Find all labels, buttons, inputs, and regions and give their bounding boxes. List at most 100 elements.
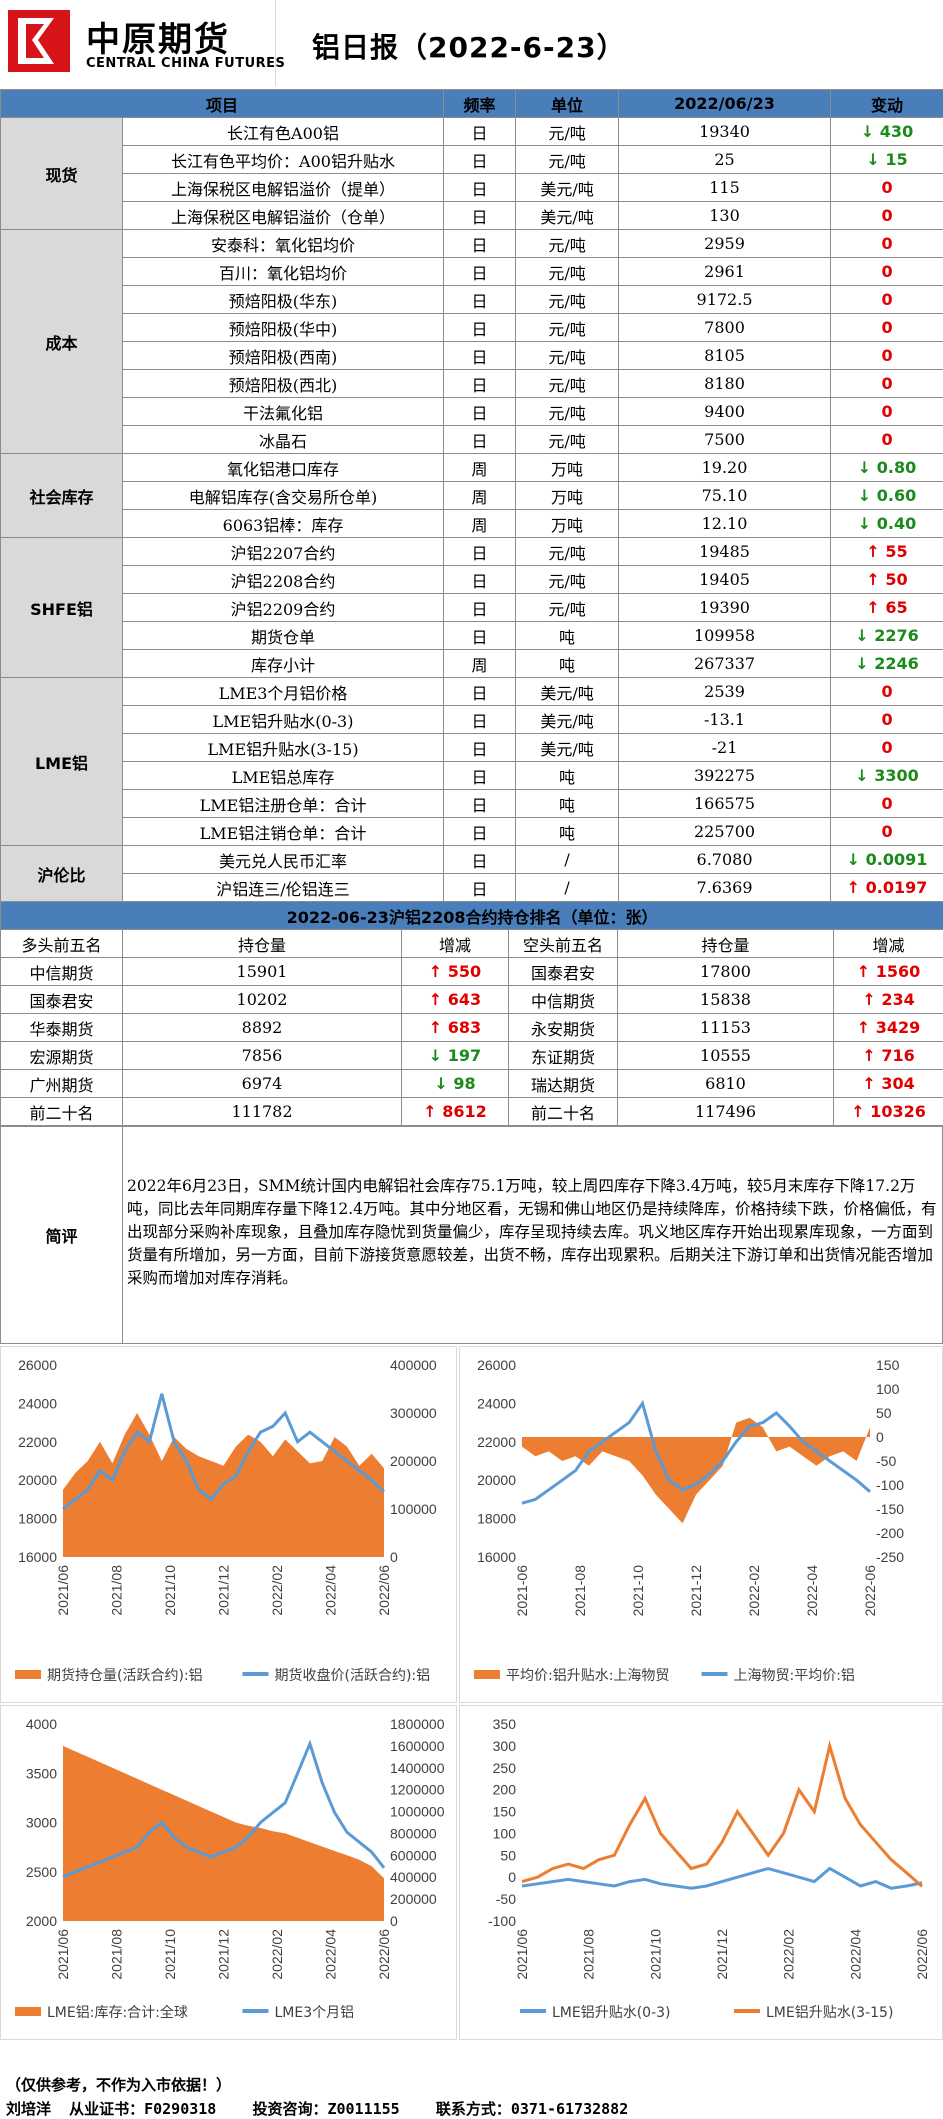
cell-freq: 日: [443, 677, 517, 706]
cell-value: 7500: [618, 425, 832, 454]
table-row: LME铝注册仓单：合计日吨 166575 0: [1, 789, 943, 818]
cell-value: 12.10: [618, 509, 832, 538]
license-number: 从业证书：F0290318: [69, 2100, 217, 2118]
position-row: 中信期货 15901 ↑ 550 国泰君安 17800 ↑ 1560: [0, 957, 943, 986]
cell-change: 0: [830, 201, 943, 230]
cell-change: 0: [830, 397, 943, 426]
change-value: 430: [879, 122, 914, 141]
arrow-down-icon: ↓: [855, 766, 875, 785]
y-tick-label: 200: [493, 1782, 517, 1798]
cell-item: 沪铝连三/伦铝连三: [121, 873, 445, 902]
y-tick-label: 16000: [18, 1549, 57, 1565]
cell-item: LME铝总库存: [121, 761, 445, 790]
cell-freq: 周: [443, 481, 517, 510]
cell-unit: 吨: [515, 817, 620, 846]
cell-item: 安泰科：氧化铝均价: [121, 229, 445, 258]
y2-tick-label: 0: [390, 1549, 398, 1565]
cell-freq: 日: [443, 145, 517, 174]
arrow-down-icon: ↓: [434, 1074, 454, 1093]
position-row: 广州期货 6974 ↓ 98 瑞达期货 6810 ↑ 304: [0, 1069, 943, 1098]
x-tick-label: 2021-10: [630, 1565, 646, 1617]
change-value: 0: [881, 206, 893, 225]
table-header-row: 项目 频率 单位 2022/06/23 变动: [0, 89, 943, 118]
cell-freq: 日: [443, 201, 517, 230]
legend-swatch: [15, 1670, 41, 1679]
change-value: 2276: [874, 626, 919, 645]
cell-item: 电解铝库存(含交易所仓单): [121, 481, 445, 510]
cell-change: ↑ 10326: [832, 1097, 943, 1126]
x-tick-label: 2021/08: [581, 1929, 597, 1980]
cell-short-pos: 6810: [617, 1069, 834, 1098]
chart-svg: -100 -50 0 50 100 150 200 250 300 350 2021/06 2021/…: [488, 1716, 930, 2021]
category-label: 社会库存: [0, 453, 123, 538]
change-value: 716: [881, 1046, 915, 1065]
cell-change: 0: [830, 705, 943, 734]
cell-change: ↓ 0.60: [830, 481, 943, 510]
cell-change: ↓ 98: [401, 1069, 509, 1098]
table-row: 预焙阳极(华东) 日元/吨 9172.5 0: [1, 285, 943, 314]
table-row: 成本 安泰科：氧化铝均价日元/吨 2959 0: [0, 229, 943, 454]
cell-freq: 日: [443, 761, 517, 790]
column-header: 项目: [0, 89, 445, 118]
cell-item: 库存小计: [121, 649, 445, 678]
cell-value: 19485: [618, 537, 832, 566]
column-header: 持仓量: [122, 929, 402, 958]
cell-freq: 日: [443, 173, 517, 202]
change-value: 0.60: [876, 486, 917, 505]
commentary-text: 2022年6月23日，SMM统计国内电解铝社会库存75.1万吨，较上周四库存下降…: [127, 1177, 937, 1287]
cell-short-name: 中信期货: [508, 985, 618, 1014]
cell-item: LME铝升贴水(3-15): [121, 733, 445, 762]
arrow-down-icon: ↓: [428, 1046, 448, 1065]
cell-change: ↑ 643: [401, 985, 509, 1014]
x-tick-label: 2022/06: [376, 1565, 392, 1616]
cell-change: ↑ 3429: [832, 1013, 943, 1042]
arrow-up-icon: ↑: [851, 1102, 871, 1121]
cell-value: 109958: [618, 621, 832, 650]
cell-change: ↓ 0.40: [830, 509, 943, 538]
y2-tick-label: 150: [876, 1357, 900, 1373]
cell-item: LME铝注册仓单：合计: [121, 789, 445, 818]
column-header: 空头前五名: [508, 929, 618, 958]
cell-change: 0: [830, 285, 943, 314]
series-line-1: [521, 1399, 871, 1505]
change-value: 304: [881, 1074, 915, 1093]
cell-item: 沪铝2208合约: [121, 565, 445, 594]
change-value: 0: [881, 794, 893, 813]
cell-value: 75.10: [618, 481, 832, 510]
cell-unit: 元/吨: [515, 341, 620, 370]
y2-tick-label: 200000: [390, 1453, 437, 1469]
change-value: 0: [881, 290, 893, 309]
y-tick-label: 18000: [477, 1511, 516, 1527]
arrow-down-icon: ↓: [866, 150, 886, 169]
column-header: 2022/06/23: [618, 89, 832, 118]
cell-unit: 吨: [515, 621, 620, 650]
series-area-0: [522, 1417, 870, 1524]
y2-tick-label: -200: [876, 1525, 904, 1541]
x-tick-label: 2021/10: [162, 1565, 178, 1616]
cell-value: 6.7080: [618, 845, 832, 874]
cell-unit: 吨: [515, 649, 620, 678]
arrow-up-icon: ↑: [423, 1102, 443, 1121]
cell-item: 期货仓单: [121, 621, 445, 650]
cell-item: 沪铝2207合约: [121, 537, 445, 566]
change-value: 0.0091: [865, 850, 928, 869]
cell-item: 上海保税区电解铝溢价（仓单）: [121, 201, 445, 230]
cell-long-name: 华泰期货: [0, 1013, 123, 1042]
series-area-0: [63, 1745, 384, 1921]
cell-change: 0: [830, 313, 943, 342]
y-tick-label: -50: [496, 1891, 516, 1907]
y2-tick-label: 1200000: [390, 1782, 445, 1798]
cell-freq: 日: [443, 593, 517, 622]
arrow-up-icon: ↑: [428, 1018, 448, 1037]
cell-value: 225700: [618, 817, 832, 846]
cell-value: -21: [618, 733, 832, 762]
cell-change: ↓ 2246: [830, 649, 943, 678]
chart-shanghai-premium-price: 16000 18000 20000 22000 24000 26000 -250 -200 -1…: [459, 1346, 943, 1703]
analyst-info: 刘培洋 从业证书：F0290318 投资咨询：Z0011155 联系方式：037…: [6, 2098, 628, 2119]
cell-unit: /: [515, 873, 620, 902]
column-header: 持仓量: [617, 929, 834, 958]
change-value: 65: [885, 598, 908, 617]
arrow-up-icon: ↑: [428, 990, 448, 1009]
table-row: LME铝升贴水(3-15) 日美元/吨 -21 0: [1, 733, 943, 762]
x-tick-label: 2022/04: [323, 1929, 339, 1980]
